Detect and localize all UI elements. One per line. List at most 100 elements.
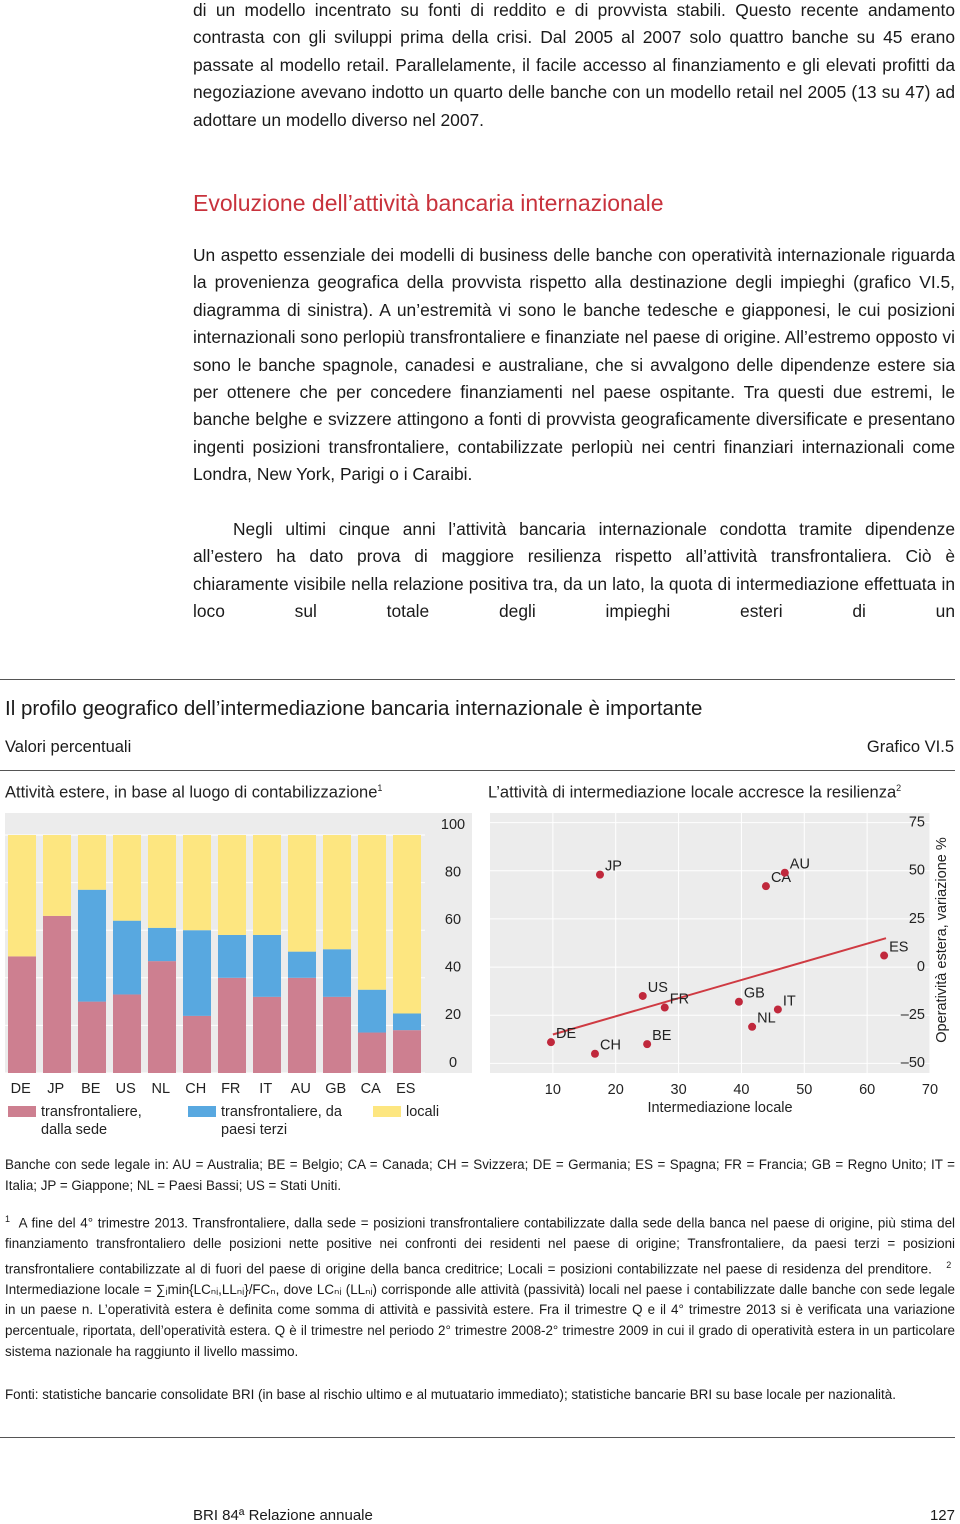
bar-segment: [8, 956, 36, 1073]
bar-segment: [253, 934, 281, 997]
bar-segment: [323, 996, 351, 1073]
point: [660, 1003, 669, 1012]
x-tick-label: GB: [325, 1081, 346, 1097]
point-label: GB: [744, 986, 765, 1002]
sources: Fonti: statistiche bancarie consolidate …: [5, 1387, 896, 1402]
point: [880, 951, 889, 960]
bar-segment: [288, 977, 316, 1073]
y-tick-label: 60: [445, 912, 461, 928]
bar-segment: [78, 1001, 106, 1073]
x-tick-label: IT: [259, 1081, 272, 1097]
paragraph: Negli ultimi cinque anni l’attività banc…: [193, 519, 955, 622]
note-ref: 1: [377, 783, 383, 793]
x-tick-label: 30: [671, 1082, 687, 1098]
note-marker: 2: [946, 1259, 952, 1270]
legend-label: transfrontaliere, da paesi terzi: [221, 1104, 342, 1138]
legend-label: locali: [406, 1104, 440, 1120]
figure-number: Grafico VI.5: [866, 738, 954, 756]
legend-swatch: [373, 1106, 401, 1117]
point: [546, 1038, 555, 1047]
x-tick-label: 60: [859, 1082, 875, 1098]
point-label: JP: [605, 858, 622, 874]
x-tick-label: ES: [396, 1081, 415, 1097]
chart-title: L’attività di intermediazione locale acc…: [488, 783, 901, 803]
y-axis-label: Operatività estera, variazione %: [934, 837, 950, 1043]
legend-swatch: [8, 1106, 36, 1117]
y-tick-label: 40: [445, 960, 461, 976]
bar-segment: [288, 951, 316, 978]
figure-rule: [0, 679, 955, 680]
point: [748, 1022, 757, 1031]
notes-rule: [0, 1437, 955, 1438]
y-tick-label: 0: [917, 959, 925, 975]
y-tick-label: 0: [449, 1055, 457, 1071]
x-tick-label: CA: [361, 1081, 381, 1097]
y-tick-label: 80: [445, 864, 461, 880]
y-tick-label: –25: [901, 1007, 925, 1023]
point: [773, 1005, 782, 1014]
bar-segment: [8, 835, 36, 957]
note-marker: 1: [5, 1214, 11, 1224]
point-label: ES: [889, 939, 908, 955]
x-tick-label: DE: [11, 1081, 31, 1097]
bar-segment: [218, 977, 246, 1073]
x-tick-label: AU: [291, 1081, 311, 1097]
point-label: NL: [757, 1011, 776, 1027]
bar-segment: [183, 835, 211, 931]
bar-segment: [358, 1032, 386, 1073]
bar-segment: [288, 835, 316, 952]
x-tick-label: 10: [545, 1082, 561, 1098]
bar-segment: [78, 835, 106, 890]
trend-line: [552, 937, 887, 1036]
note-text: Intermediazione locale = ∑ᵢmin{LCₙᵢ,LLₙᵢ…: [5, 1281, 955, 1359]
paragraph: Un aspetto essenziale dei modelli di bus…: [193, 245, 955, 485]
legend-swatch: [188, 1106, 216, 1117]
point-label: IT: [783, 993, 796, 1009]
x-tick-label: 20: [608, 1082, 624, 1098]
point: [590, 1049, 599, 1058]
bar-segment: [218, 835, 246, 935]
paragraph: di un modello incentrato su fonti di red…: [193, 0, 955, 130]
bar-segment: [148, 927, 176, 962]
point-label: CH: [600, 1038, 621, 1054]
figure-rule: [0, 770, 955, 771]
bar-segment: [148, 961, 176, 1073]
bar-segment: [113, 920, 141, 995]
x-tick-label: BE: [81, 1081, 101, 1097]
bar-segment: [113, 994, 141, 1073]
x-tick-label: CH: [185, 1081, 206, 1097]
bar-segment: [393, 1013, 421, 1031]
bar-segment: [253, 835, 281, 935]
y-tick-label: 50: [909, 863, 925, 879]
bar-segment: [253, 996, 281, 1073]
note-text: A fine del 4° trimestre 2013. Transfront…: [5, 1215, 955, 1277]
point-label: US: [648, 980, 668, 996]
note-ref: 2: [896, 783, 902, 793]
point: [596, 870, 604, 879]
bar-segment: [43, 835, 71, 916]
bar-segment: [113, 835, 141, 921]
x-tick-label: 50: [796, 1082, 812, 1098]
point: [643, 1040, 652, 1049]
y-tick-label: 100: [441, 817, 465, 833]
point: [761, 882, 770, 891]
bar-segment: [78, 889, 106, 1002]
x-axis-label: Intermediazione locale: [647, 1100, 792, 1116]
chart-title-text: Attività estere, in base al luogo di con…: [5, 783, 378, 802]
x-tick-label: FR: [221, 1081, 240, 1097]
legend-label: transfrontaliere, dalla sede: [41, 1104, 142, 1138]
y-tick-label: 20: [445, 1007, 461, 1023]
x-tick-label: US: [116, 1081, 136, 1097]
x-tick-label: 40: [733, 1082, 749, 1098]
bar-segment: [323, 835, 351, 950]
y-tick-label: –50: [901, 1055, 925, 1071]
bar-segment: [183, 930, 211, 1016]
chart-title-text: L’attività di intermediazione locale acc…: [488, 783, 897, 802]
section-heading: Evoluzione dell’attività bancaria intern…: [193, 190, 664, 216]
point-label: BE: [652, 1028, 672, 1044]
footer-left: BRI 84ª Relazione annuale: [193, 1507, 373, 1524]
point-label: AU: [790, 857, 810, 873]
bar-segment: [183, 1015, 211, 1073]
bar-segment: [148, 835, 176, 928]
